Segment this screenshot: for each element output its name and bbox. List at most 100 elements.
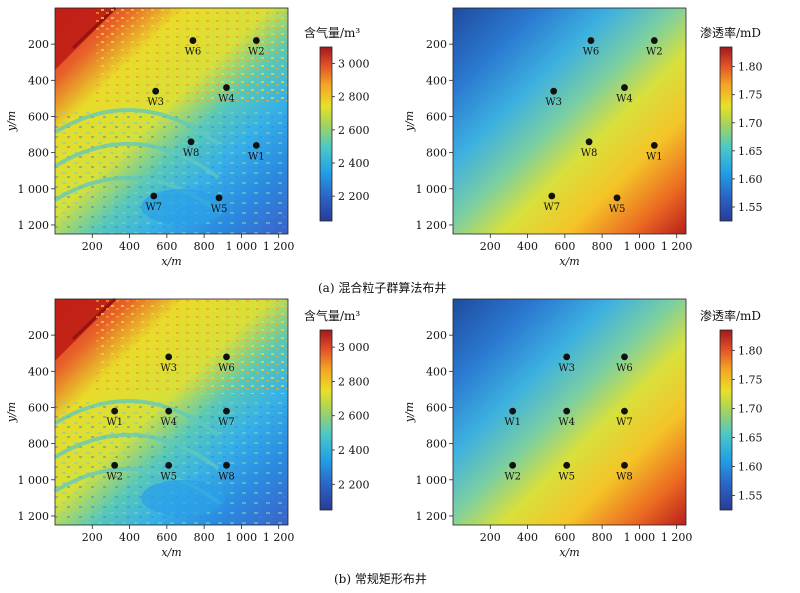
colorbar-tick-label: 1.70 <box>738 117 763 130</box>
heatmap-low-zone <box>141 188 226 225</box>
y-tick-label: 800 <box>28 147 49 160</box>
colorbar-perm: 渗透率/mD 1.55 1.60 1.65 1.70 1.75 1.80 <box>700 308 763 511</box>
x-tick-label: 400 <box>119 240 140 253</box>
x-tick-label: 1 200 <box>661 531 693 544</box>
well-label-w6: W6 <box>583 47 600 58</box>
well-label-w1: W1 <box>504 417 521 428</box>
well-label-w2: W2 <box>646 47 663 58</box>
well-label-w2: W2 <box>248 47 265 58</box>
colorbar-tick-label: 1.65 <box>738 145 763 158</box>
y-tick-label: 400 <box>426 365 447 378</box>
well-marker-w5 <box>215 194 223 202</box>
well-label-w5: W5 <box>211 204 228 215</box>
well-marker-w4 <box>563 407 571 415</box>
y-tick-label: 1 200 <box>18 219 50 232</box>
well-label-w8: W8 <box>616 471 633 482</box>
well-marker-w8 <box>223 461 230 469</box>
well-label-w3: W3 <box>160 363 177 374</box>
x-axis-label: x/m <box>559 255 579 268</box>
y-axis-label: y/m <box>403 111 416 132</box>
plot-frame <box>54 7 289 235</box>
colorbar-tick-label: 1.80 <box>738 344 763 357</box>
colorbar-gas: 含气量/m³ 2 200 2 400 2 600 2 800 3 000 <box>304 308 370 511</box>
y-tick-label: 400 <box>28 365 49 378</box>
x-axis-label: x/m <box>161 255 181 268</box>
x-tick-label: 1 200 <box>661 240 693 253</box>
well-label-w4: W4 <box>558 417 575 428</box>
heatmap-contour-band <box>53 432 220 471</box>
well-marker-w7 <box>150 192 158 200</box>
well-label-w1: W1 <box>106 417 123 428</box>
x-tick-label: 600 <box>156 531 177 544</box>
well-label-w3: W3 <box>558 363 575 374</box>
colorbar-ramp <box>319 46 333 222</box>
caption-b: (b) 常规矩形布井 <box>334 572 427 586</box>
heatmap-contour-band <box>53 108 220 146</box>
colorbar-tick-label: 1.60 <box>738 173 763 186</box>
colorbar-tick-label: 1.65 <box>738 431 763 444</box>
well-marker-w4 <box>621 84 628 91</box>
well-marker-w6 <box>621 353 628 361</box>
well-label-w6: W6 <box>185 47 202 58</box>
colorbar-gas: 含气量/m³ 2 200 2 400 2 600 2 800 3 000 <box>304 25 370 222</box>
colorbar-ramp <box>319 329 333 511</box>
x-tick-label: 200 <box>480 531 501 544</box>
x-tick-label: 400 <box>517 531 538 544</box>
x-tick-label: 1 000 <box>624 531 656 544</box>
y-tick-label: 800 <box>28 438 49 451</box>
panel-a-perm: 200 400 600 800 1 000 1 200 200 400 600 800 1 000 1… <box>403 7 693 268</box>
y-tick-label: 1 200 <box>416 219 448 232</box>
colorbar-tick-label: 3 000 <box>338 341 370 354</box>
panel-b-gas: 200 400 600 800 1 000 1 200 200 400 600 800 1 000 1… <box>5 297 295 559</box>
heatmap-texture <box>95 299 288 394</box>
colorbar-tick-label: 2 600 <box>338 410 370 423</box>
colorbar-tick-label: 1.55 <box>738 489 763 502</box>
panel-a-gas: 200 400 600 800 1 000 1 200 200 400 600 800 1 000 1… <box>5 6 294 268</box>
well-marker-w3 <box>550 87 558 95</box>
y-tick-label: 600 <box>28 401 49 414</box>
x-tick-label: 200 <box>82 531 103 544</box>
well-marker-w4 <box>165 407 173 415</box>
well-marker-w5 <box>563 461 571 469</box>
colorbar-tick-label: 2 800 <box>338 91 370 104</box>
y-tick-label: 600 <box>426 110 447 123</box>
well-marker-w4 <box>223 84 230 91</box>
well-marker-w5 <box>165 461 173 469</box>
colorbar-tick-label: 1.80 <box>738 61 763 74</box>
x-tick-label: 800 <box>592 240 613 253</box>
well-marker-w1 <box>509 407 517 415</box>
colorbar-tick-label: 1.70 <box>738 402 763 415</box>
y-tick-label: 200 <box>426 38 447 51</box>
well-label-w7: W7 <box>543 202 560 213</box>
x-tick-label: 200 <box>480 240 501 253</box>
y-tick-label: 1 200 <box>416 510 448 523</box>
colorbar-title: 渗透率/mD <box>700 308 761 323</box>
well-label-w8: W8 <box>218 471 235 482</box>
heatmap-low-zone <box>141 479 226 516</box>
colorbar-tick-label: 2 800 <box>338 375 370 388</box>
y-tick-label: 800 <box>426 438 447 451</box>
colorbar-ramp <box>719 329 733 511</box>
colorbar-title: 渗透率/mD <box>700 25 761 40</box>
well-marker-w8 <box>187 138 195 146</box>
x-tick-label: 200 <box>82 240 103 253</box>
y-axis-label: y/m <box>403 402 416 423</box>
well-marker-w8 <box>621 461 628 469</box>
y-tick-label: 200 <box>426 329 447 342</box>
well-marker-w7 <box>548 192 556 200</box>
y-tick-label: 600 <box>426 401 447 414</box>
y-tick-label: 1 200 <box>18 510 50 523</box>
y-tick-label: 1 000 <box>416 474 448 487</box>
plot-frame <box>54 298 289 526</box>
x-tick-label: 1 200 <box>263 531 295 544</box>
well-marker-w2 <box>111 461 119 469</box>
heatmap-field <box>453 8 686 234</box>
colorbar-tick-label: 1.75 <box>738 373 763 386</box>
y-tick-label: 200 <box>28 329 49 342</box>
colorbar-tick-label: 2 600 <box>338 124 370 137</box>
well-marker-w1 <box>650 142 658 149</box>
well-marker-w6 <box>223 353 230 361</box>
well-label-w4: W4 <box>218 94 235 105</box>
colorbar-tick-label: 1.55 <box>738 201 763 214</box>
well-label-w6: W6 <box>616 363 633 374</box>
